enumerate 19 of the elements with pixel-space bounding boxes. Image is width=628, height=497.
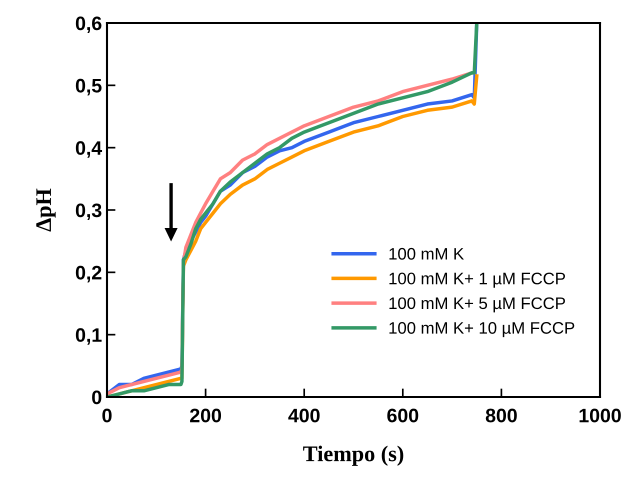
y-tick-label: 0,5 (76, 78, 102, 96)
x-tick-label: 800 (486, 408, 517, 422)
y-tick-label: 0,1 (76, 328, 102, 345)
x-axis-title: Tiempo (s) (303, 446, 404, 466)
x-tick-label: 600 (387, 408, 418, 422)
y-tick-label: 0,6 (76, 16, 102, 34)
legend-label: 100 mM K+ 1 µM FCCP (389, 272, 565, 288)
legend-label: 100 mM K (389, 248, 464, 260)
y-tick-label: 0,3 (76, 203, 102, 220)
y-axis-title: ΔpH (36, 188, 56, 232)
y-tick-label: 0,4 (76, 141, 102, 158)
x-tick-label: 200 (190, 408, 222, 422)
y-tick-label: 0 (92, 390, 102, 404)
x-tick-label: 400 (288, 408, 320, 422)
x-tick-label: 1000 (580, 408, 621, 422)
legend-label: 100 mM K+ 10 µM FCCP (389, 322, 574, 338)
legend-label: 100 mM K+ 5 µM FCCP (389, 297, 565, 312)
x-tick-label: 0 (102, 408, 112, 422)
y-tick-label: 0,2 (76, 266, 102, 282)
